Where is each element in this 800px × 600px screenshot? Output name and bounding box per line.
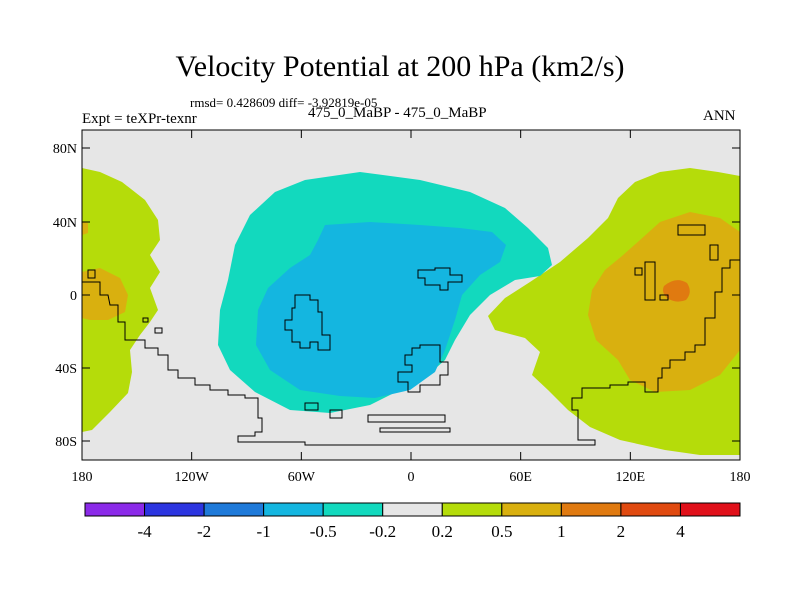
coastline-asia-1 [677, 224, 706, 236]
coastline-antarctic-shelf-4 [379, 427, 451, 433]
colorbar-label: -0.2 [369, 522, 396, 541]
lon-tick-label: 120W [175, 470, 210, 485]
lon-tick-label: 180 [730, 470, 751, 485]
colorbar-label: -1 [257, 522, 271, 541]
coastline-africa-south [397, 344, 449, 393]
colorbar-swatch [560, 502, 622, 517]
contour-central-blue [256, 222, 506, 398]
lat-tick-label: 80N [53, 142, 77, 157]
cases-label: 475_0_MaBP - 475_0_MaBP [308, 105, 487, 121]
colorbar-label: -0.5 [310, 522, 337, 541]
coastline-west-island-3 [87, 269, 96, 279]
coastline-africa [417, 267, 463, 291]
colorbar-label: 2 [617, 522, 626, 541]
colorbar-label: -2 [197, 522, 211, 541]
contour-east-dark-orange [663, 280, 690, 302]
chart-title: Velocity Potential at 200 hPa (km2/s) [175, 50, 625, 83]
coastline-asia-2 [709, 244, 719, 261]
colorbar-swatch [382, 502, 443, 517]
lat-tick-label: 40S [55, 362, 77, 377]
lon-tick-label: 0 [408, 470, 415, 485]
lon-axis: 180 120W 60W 0 60E 120E 180 [72, 130, 751, 485]
coastline-asia-3 [644, 261, 656, 301]
coastline-asia-5 [659, 294, 669, 301]
lon-tick-label: 60E [509, 470, 532, 485]
stats-label: rmsd= 0.428609 diff= -3.92819e-05 [190, 95, 378, 110]
coastline-west-island-1 [142, 317, 149, 323]
colorbar-label: -4 [137, 522, 152, 541]
lon-tick-label: 60W [288, 470, 316, 485]
colorbar-swatch [144, 502, 205, 517]
coastline-south-america [284, 294, 331, 351]
contour-west-orange [82, 268, 128, 320]
colorbar: -4 -2 -1 -0.5 -0.2 0.2 0.5 1 2 4 [84, 502, 741, 541]
colorbar-label: 0.2 [432, 522, 453, 541]
colorbar-swatch [679, 502, 741, 517]
coastline-west-america [82, 259, 740, 446]
map-panel: 80N 40N 0 40S 80S 180 120W 60W 0 60E 120E 180 [53, 129, 751, 485]
coastline-asia-4 [634, 267, 643, 276]
experiment-label: Expt = teXPr-texnr [82, 111, 197, 127]
coastline-antarctic-shelf-1 [304, 402, 319, 411]
colorbar-label: 1 [557, 522, 566, 541]
colorbar-swatch [322, 502, 384, 517]
lon-tick-label: 120E [616, 470, 646, 485]
season-label: ANN [703, 108, 736, 124]
colorbar-swatch [620, 502, 681, 517]
colorbar-label: 0.5 [491, 522, 512, 541]
lon-tick-label: 180 [72, 470, 93, 485]
lat-tick-label: 80S [55, 435, 77, 450]
coastline-antarctic-shelf-2 [329, 409, 343, 419]
coastline-west-island-2 [154, 327, 163, 334]
colorbar-swatch [441, 502, 503, 517]
coastline-antarctic-shelf-3 [367, 414, 446, 423]
colorbar-swatch [203, 502, 265, 517]
colorbar-swatch [501, 502, 562, 517]
lat-axis: 80N 40N 0 40S 80S [53, 142, 740, 450]
contour-west-orange-small [82, 222, 88, 235]
colorbar-label: 4 [676, 522, 685, 541]
colorbar-swatch [84, 502, 146, 517]
lat-tick-label: 0 [70, 289, 77, 304]
lat-tick-label: 40N [53, 216, 77, 231]
coastlines [82, 224, 740, 446]
contour-east-orange [588, 212, 740, 392]
colorbar-swatch [263, 502, 324, 517]
